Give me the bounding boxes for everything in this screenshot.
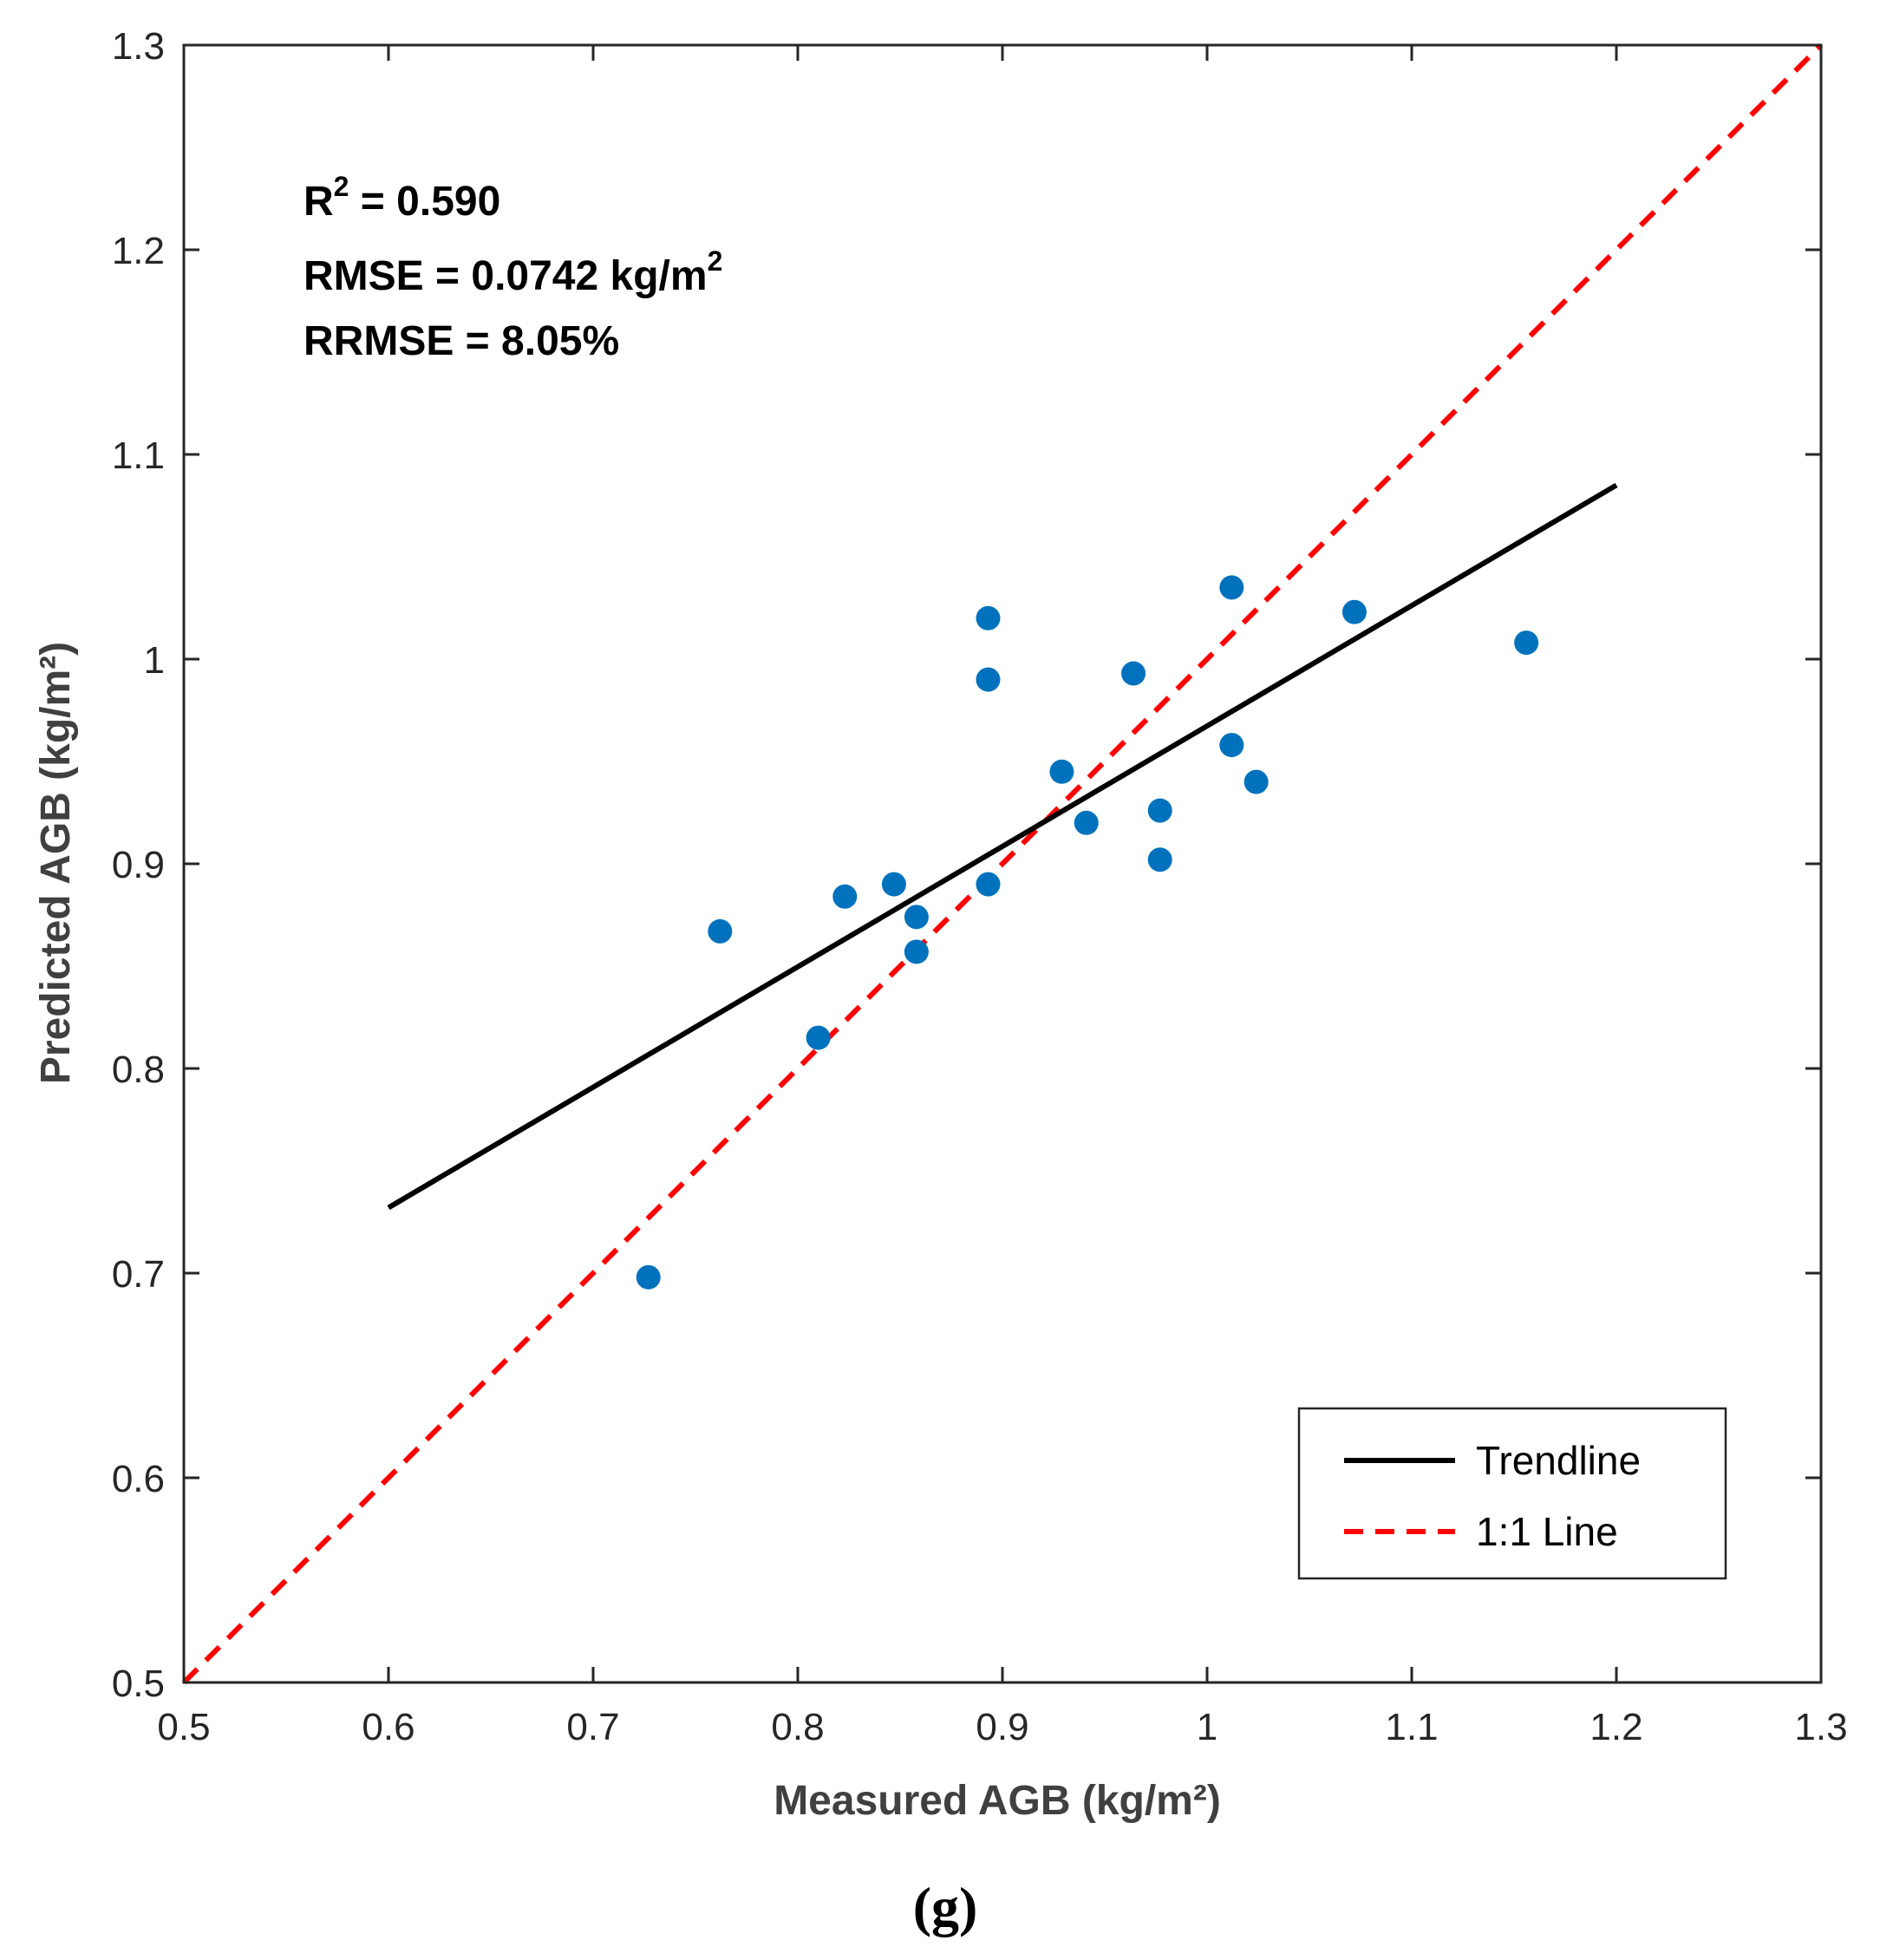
data-point <box>1147 847 1172 872</box>
rmse-annotation: RMSE = 0.0742 kg/m2 <box>304 245 722 299</box>
series-lines <box>181 42 1824 1685</box>
y-tick-label: 1 <box>144 639 165 682</box>
data-point <box>1514 630 1539 656</box>
data-point <box>1219 733 1244 758</box>
x-tick-label: 1.1 <box>1385 1706 1438 1748</box>
y-tick-label: 0.6 <box>112 1458 165 1500</box>
data-point <box>1147 798 1172 823</box>
x-tick-label: 1 <box>1197 1706 1217 1748</box>
data-point <box>976 605 1001 630</box>
x-tick-label: 0.9 <box>976 1706 1028 1748</box>
x-tick-label: 0.8 <box>771 1706 824 1748</box>
data-point <box>976 667 1001 692</box>
x-tick-label: 0.5 <box>157 1706 210 1748</box>
figure-caption: (g) <box>913 1876 978 1937</box>
legend-trendline-label: Trendline <box>1476 1438 1641 1483</box>
legend-box <box>1297 1407 1727 1580</box>
x-tick-labels: 0.5 0.6 0.7 0.8 0.9 1 1.1 1.2 1.3 <box>157 1706 1847 1748</box>
data-point <box>1121 661 1146 686</box>
y-tick-label: 0.5 <box>112 1663 165 1705</box>
x-tick-label: 1.2 <box>1590 1706 1642 1748</box>
y-tick-label: 1.3 <box>112 25 165 68</box>
y-tick-label: 0.8 <box>112 1049 165 1091</box>
x-tick-label: 1.3 <box>1794 1706 1847 1748</box>
y-tick-label: 0.9 <box>112 844 165 886</box>
trendline <box>387 482 1618 1211</box>
y-tick-labels: 0.5 0.6 0.7 0.8 0.9 1 1.1 1.2 1.3 <box>112 25 165 1705</box>
y-tick-label: 1.1 <box>112 434 165 477</box>
data-point <box>1049 759 1074 784</box>
legend: Trendline 1:1 Line <box>1297 1407 1727 1580</box>
data-point <box>904 939 929 964</box>
data-point <box>1219 575 1244 600</box>
data-point <box>708 918 733 944</box>
y-tick-label: 1.2 <box>112 230 165 272</box>
data-point <box>1074 810 1099 835</box>
data-point <box>904 905 929 930</box>
one-to-one-line <box>181 42 1824 1685</box>
data-point <box>1244 769 1269 794</box>
r2-annotation: R2 = 0.590 <box>304 171 500 225</box>
data-points <box>636 575 1539 1290</box>
data-point <box>806 1025 831 1050</box>
y-tick-label: 0.7 <box>112 1253 165 1296</box>
data-point <box>881 872 906 897</box>
data-point <box>976 872 1001 897</box>
data-point <box>1341 599 1367 624</box>
legend-one-to-one-label: 1:1 Line <box>1476 1509 1618 1554</box>
y-axis-title: Predicted AGB (kg/m²) <box>33 642 79 1084</box>
x-tick-label: 0.6 <box>362 1706 415 1748</box>
x-axis-title: Measured AGB (kg/m²) <box>774 1778 1221 1824</box>
data-point <box>832 884 858 909</box>
data-point <box>636 1264 661 1290</box>
stats-annotation: R2 = 0.590 RMSE = 0.0742 kg/m2 RRMSE = 8… <box>304 171 722 364</box>
plot-frame <box>182 43 1823 1684</box>
x-tick-label: 0.7 <box>566 1706 619 1748</box>
rrmse-annotation: RRMSE = 8.05% <box>304 318 619 364</box>
